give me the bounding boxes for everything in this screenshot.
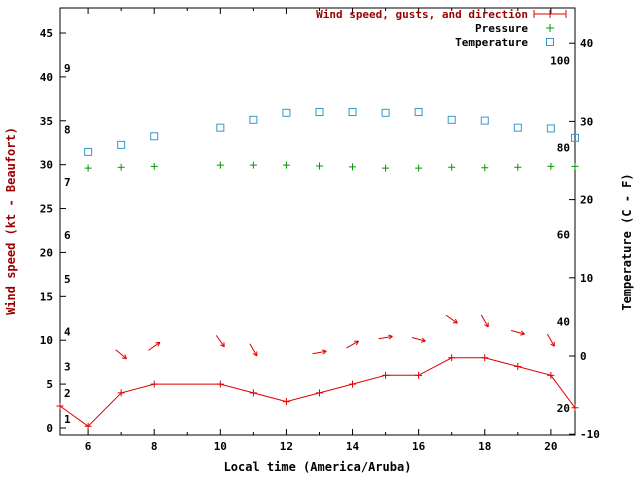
x-axis: 6 8 10 12 14 16 18 20 Local time (America/Aruba)	[85, 8, 557, 474]
svg-text:Temperature: Temperature	[455, 36, 528, 49]
svg-text:40: 40	[580, 37, 593, 50]
svg-text:1: 1	[64, 413, 71, 426]
svg-text:16: 16	[412, 440, 426, 453]
svg-text:0: 0	[46, 422, 53, 435]
svg-text:Wind speed, gusts, and directi: Wind speed, gusts, and direction	[316, 8, 528, 21]
svg-text:5: 5	[64, 273, 71, 286]
svg-text:40: 40	[557, 315, 570, 328]
svg-text:18: 18	[478, 440, 491, 453]
wind-direction-arrows	[115, 314, 555, 360]
svg-text:-10: -10	[580, 428, 600, 441]
svg-text:10: 10	[214, 440, 227, 453]
svg-text:7: 7	[64, 176, 71, 189]
svg-text:20: 20	[544, 440, 557, 453]
y-axis-right-label: Temperature (C - F)	[620, 173, 634, 310]
svg-text:20: 20	[40, 246, 53, 259]
svg-text:20: 20	[557, 402, 570, 415]
svg-text:10: 10	[580, 272, 593, 285]
svg-text:5: 5	[46, 378, 53, 391]
svg-text:40: 40	[40, 71, 53, 84]
svg-text:25: 25	[40, 203, 53, 216]
svg-text:30: 30	[580, 115, 593, 128]
svg-text:15: 15	[40, 290, 53, 303]
legend: Wind speed, gusts, and directionPressure…	[316, 8, 567, 49]
svg-text:45: 45	[40, 27, 53, 40]
svg-text:35: 35	[40, 115, 53, 128]
temperature-series	[84, 108, 579, 156]
svg-text:0: 0	[580, 350, 587, 363]
x-axis-label: Local time (America/Aruba)	[224, 460, 412, 474]
svg-text:80: 80	[557, 141, 570, 154]
svg-text:14: 14	[346, 440, 360, 453]
svg-text:20: 20	[580, 194, 593, 207]
svg-text:4: 4	[64, 325, 71, 338]
svg-text:Pressure: Pressure	[475, 22, 528, 35]
pressure-series	[84, 161, 579, 172]
y-axis-right: -10 0 10 20 30 40 20 40 60 80 100 Temperature (C - …	[550, 37, 634, 441]
svg-text:9: 9	[64, 62, 71, 75]
svg-text:12: 12	[280, 440, 293, 453]
svg-text:8: 8	[151, 440, 158, 453]
svg-text:2: 2	[64, 387, 71, 400]
svg-text:30: 30	[40, 159, 53, 172]
svg-text:3: 3	[64, 361, 71, 374]
svg-text:8: 8	[64, 124, 71, 137]
svg-text:100: 100	[550, 55, 570, 68]
wind-speed-series	[56, 354, 579, 430]
svg-text:6: 6	[64, 229, 71, 242]
svg-text:6: 6	[85, 440, 92, 453]
y-axis-left-label: Wind speed (kt - Beaufort)	[4, 127, 18, 315]
svg-text:10: 10	[40, 334, 53, 347]
svg-text:60: 60	[557, 228, 570, 241]
plot-border	[59, 7, 576, 436]
